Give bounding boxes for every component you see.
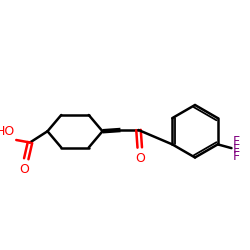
Text: O: O [135,152,145,165]
Text: O: O [19,163,29,176]
Text: F: F [233,136,240,148]
Text: HO: HO [0,125,15,138]
Text: F: F [233,143,240,156]
Text: F: F [233,150,240,164]
